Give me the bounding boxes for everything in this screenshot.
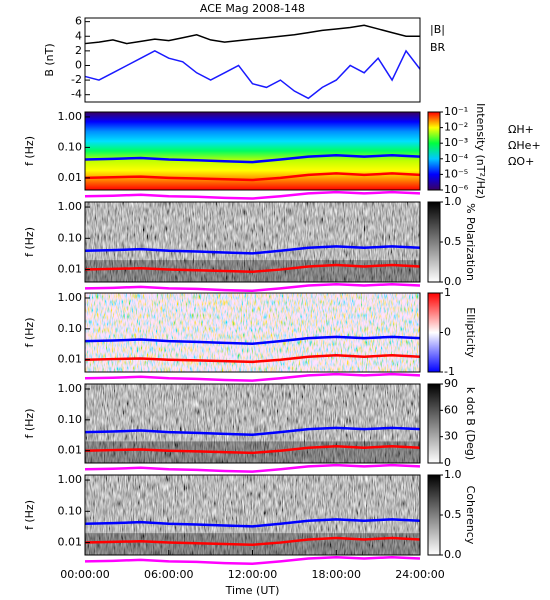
gyrofrequency-line [84,372,421,382]
colorbar-tick-label: 10⁻³ [444,136,468,149]
x-tick-label: 24:00:00 [395,568,444,581]
y-tick-label: 1.00 [58,200,83,213]
y-tick-label: 0.10 [58,231,83,244]
legend-entry: BR [430,41,446,54]
colorbar-tick-label: 10⁻⁴ [444,152,469,165]
y-tick-label: 0.01 [58,263,83,276]
gyrofrequency-line [84,263,421,274]
colorbar-tick-label: 90 [444,377,458,390]
colorbar [427,292,441,373]
legend-entry: ΩO+ [508,155,534,168]
plot-frame [84,201,421,283]
colorbar-tick-label: 0.0 [444,275,462,288]
gyrofrequency-line [84,282,421,292]
colorbar [427,111,441,191]
legend-entry: ΩHe+ [508,139,541,152]
y-tick-label: 0.10 [58,413,83,426]
y-tick-label: 1.00 [58,291,83,304]
y-tick-label: 1.00 [58,110,83,123]
colorbar-tick-label: 10⁻² [444,121,468,134]
y-tick-label: 4 [75,29,82,42]
plot-frame [84,292,421,373]
gyrofrequency-line [84,190,421,200]
y-tick-label: 0.01 [58,536,83,549]
gyrofrequency-line [84,444,421,455]
y-tick-label: 0.10 [58,322,83,335]
colorbar-label: k dot B (Deg) [464,387,477,460]
gyrofrequency-line [84,536,421,547]
plot-frame [84,17,421,103]
colorbar-tick-label: 10⁻¹ [444,105,468,118]
y-tick-label: 6 [75,15,82,28]
y-tick-label: 0.01 [58,444,83,457]
colorbar [427,201,441,283]
plot-frame [84,111,421,191]
y-tick-label: 0.10 [58,140,83,153]
colorbar-tick-label: 1.0 [444,195,462,208]
colorbar-label: % Polarization [464,203,477,281]
gyrofrequency-line [84,353,421,364]
y-tick-label: 0.01 [58,353,83,366]
gyrofrequency-line [84,555,421,565]
x-tick-label: 12:00:00 [228,568,277,581]
y-tick-label: 0 [75,58,82,71]
colorbar-label: Coherency [464,486,477,545]
colorbar-tick-label: 0 [444,326,451,339]
gyrofrequency-line [84,518,421,528]
y-axis-label: f (Hz) [23,227,36,257]
colorbar-tick-label: 0.5 [444,508,462,521]
gyrofrequency-line [84,245,421,255]
x-tick-label: 06:00:00 [144,568,193,581]
gyrofrequency-line [84,335,421,345]
colorbar-tick-label: 1 [444,286,451,299]
x-tick-label: 18:00:00 [312,568,361,581]
legend-entry: ΩH+ [508,123,534,136]
y-axis-label: f (Hz) [23,318,36,348]
colorbar-tick-label: 0 [444,456,451,469]
colorbar-label: Ellipticity [464,307,477,358]
colorbar-tick-label: 10⁻⁵ [444,167,468,180]
gyrofrequency-line [84,426,421,436]
y-tick-label: 0.01 [58,171,83,184]
y-tick-label: -2 [71,73,82,86]
y-axis-label: B (nT) [43,43,56,76]
colorbar-tick-label: 10⁻⁶ [444,183,469,196]
colorbar-tick-label: -1 [444,365,455,378]
gyrofrequency-line [84,154,421,164]
chart-title: ACE Mag 2008-148 [200,2,305,15]
colorbar [427,383,441,464]
y-axis-label: f (Hz) [23,409,36,439]
y-tick-label: -4 [71,88,82,101]
y-tick-label: 1.00 [58,473,83,486]
legend-entry: |B| [430,23,445,36]
colorbar-tick-label: 0.5 [444,235,462,248]
colorbar-tick-label: 60 [444,403,458,416]
colorbar-tick-label: 30 [444,430,458,443]
spectrogram-image [85,293,420,372]
line [84,24,420,45]
y-axis-label: f (Hz) [23,500,36,530]
colorbar-tick-label: 1.0 [444,468,462,481]
gyrofrequency-line [84,172,421,182]
x-axis-label: Time (UT) [225,584,280,597]
line [84,49,421,100]
y-tick-label: 0.10 [58,504,83,517]
gyrofrequency-line [84,463,421,473]
x-tick-label: 00:00:00 [60,568,109,581]
colorbar-tick-label: 0.0 [444,548,462,561]
y-tick-label: 1.00 [58,382,83,395]
colorbar [427,474,441,556]
colorbar-label: Intensity (nT²/Hz) [474,103,487,199]
spectrogram-image [85,112,420,190]
plot-frame [84,383,421,464]
y-axis-label: f (Hz) [23,136,36,166]
y-tick-label: 2 [75,44,82,57]
